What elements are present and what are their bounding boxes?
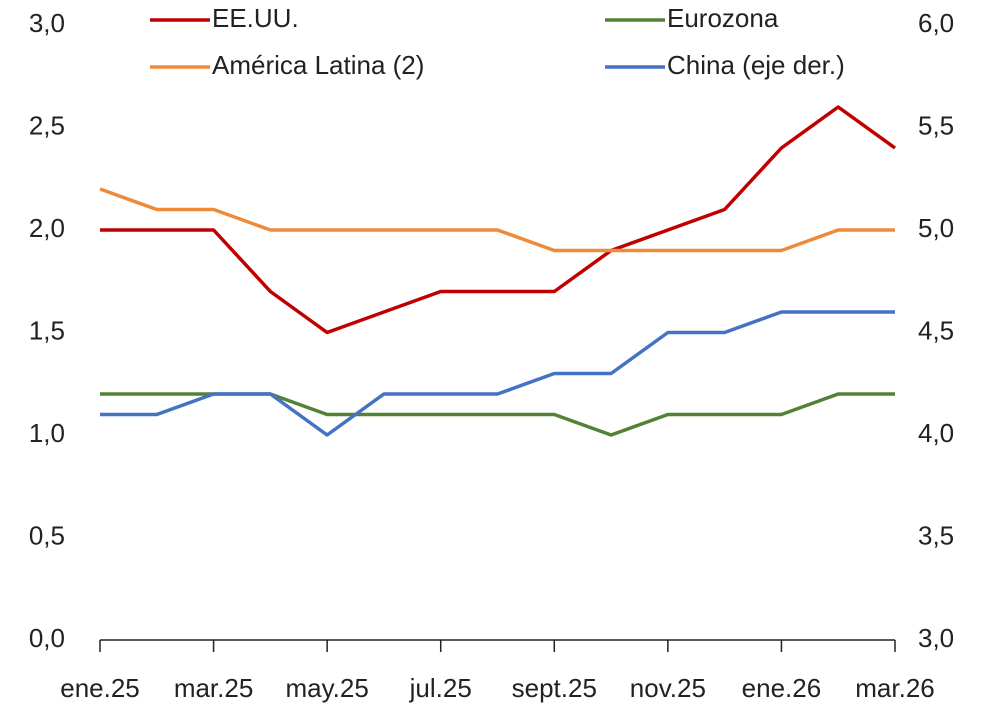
series-line (100, 105, 897, 335)
series-line (99, 187, 895, 253)
series-line (100, 392, 895, 437)
y-tick-label: 1,5 (29, 315, 65, 345)
legend-label: EE.UU. (212, 3, 299, 33)
y-tick-label: 0,0 (29, 623, 65, 653)
y2-tick-label: 3,5 (918, 520, 954, 550)
y-tick-label: 2,0 (29, 213, 65, 243)
x-tick-label: nov.25 (630, 673, 706, 703)
y-tick-label: 3,0 (29, 8, 65, 38)
x-tick-label: mar.25 (174, 673, 254, 703)
y2-tick-label: 3,0 (918, 623, 954, 653)
x-tick-label: ene.26 (742, 673, 822, 703)
legend-label: Eurozona (667, 3, 779, 33)
y-tick-label: 1,0 (29, 418, 65, 448)
x-tick-label: ene.25 (60, 673, 140, 703)
y-tick-label: 2,5 (29, 110, 65, 140)
x-tick-label: jul.25 (409, 673, 472, 703)
series-line (100, 310, 895, 437)
y2-tick-label: 6,0 (918, 8, 954, 38)
x-tick-label: mar.26 (855, 673, 935, 703)
y2-tick-label: 4,5 (918, 315, 954, 345)
y2-tick-label: 5,0 (918, 213, 954, 243)
x-tick-label: sept.25 (512, 673, 597, 703)
x-tick-label: may.25 (285, 673, 368, 703)
y-tick-label: 0,5 (29, 520, 65, 550)
legend-label: China (eje der.) (667, 50, 845, 80)
y2-tick-label: 5,5 (918, 110, 954, 140)
legend-label: América Latina (2) (212, 50, 424, 80)
y2-tick-label: 4,0 (918, 418, 954, 448)
